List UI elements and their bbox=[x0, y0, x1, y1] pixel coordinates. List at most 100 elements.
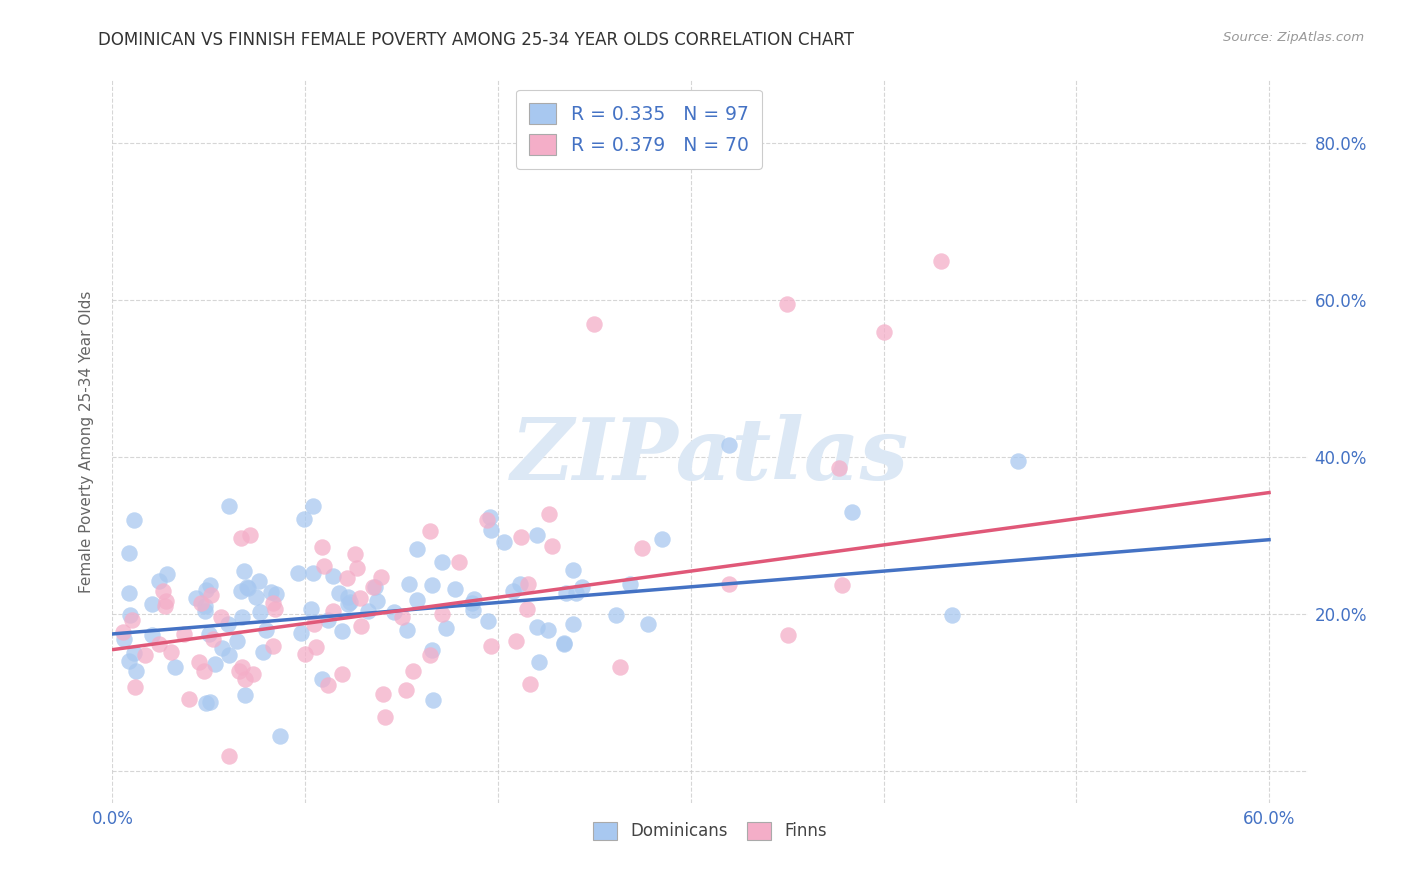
Point bbox=[233, 672, 256, 686]
Point bbox=[112, 624, 135, 639]
Point bbox=[218, 748, 240, 763]
Point bbox=[373, 687, 395, 701]
Point bbox=[432, 555, 454, 569]
Point bbox=[776, 297, 799, 311]
Point bbox=[339, 595, 361, 609]
Point bbox=[422, 578, 444, 592]
Point bbox=[346, 560, 368, 574]
Text: ZIPatlas: ZIPatlas bbox=[510, 414, 910, 498]
Point bbox=[349, 591, 371, 606]
Point bbox=[141, 597, 163, 611]
Point bbox=[190, 596, 212, 610]
Point bbox=[153, 599, 176, 614]
Point bbox=[245, 590, 267, 604]
Point bbox=[118, 585, 141, 599]
Point bbox=[209, 609, 232, 624]
Point bbox=[193, 664, 215, 678]
Point bbox=[194, 599, 217, 614]
Point bbox=[305, 640, 328, 655]
Point bbox=[287, 566, 309, 581]
Text: DOMINICAN VS FINNISH FEMALE POVERTY AMONG 25-34 YEAR OLDS CORRELATION CHART: DOMINICAN VS FINNISH FEMALE POVERTY AMON… bbox=[98, 31, 855, 49]
Point bbox=[517, 576, 540, 591]
Point bbox=[242, 667, 264, 681]
Point bbox=[118, 546, 141, 560]
Point bbox=[444, 582, 467, 597]
Point bbox=[420, 643, 443, 657]
Point bbox=[479, 639, 502, 653]
Point bbox=[395, 683, 418, 698]
Point bbox=[238, 581, 260, 595]
Point bbox=[516, 602, 538, 616]
Point bbox=[186, 591, 208, 605]
Point bbox=[434, 621, 457, 635]
Point bbox=[337, 597, 360, 611]
Point bbox=[374, 710, 396, 724]
Point bbox=[198, 578, 221, 592]
Point bbox=[231, 531, 253, 545]
Point bbox=[396, 623, 419, 637]
Point bbox=[419, 648, 441, 662]
Point bbox=[302, 566, 325, 580]
Point bbox=[231, 584, 253, 599]
Point bbox=[536, 623, 558, 637]
Point bbox=[477, 614, 499, 628]
Point bbox=[194, 583, 217, 598]
Point bbox=[370, 570, 392, 584]
Y-axis label: Female Poverty Among 25-34 Year Olds: Female Poverty Among 25-34 Year Olds bbox=[79, 291, 94, 592]
Point bbox=[118, 608, 141, 623]
Point bbox=[218, 648, 240, 662]
Point bbox=[118, 654, 141, 668]
Point bbox=[541, 539, 564, 553]
Point bbox=[198, 695, 221, 709]
Point bbox=[1007, 454, 1029, 468]
Point bbox=[122, 514, 145, 528]
Point bbox=[361, 580, 384, 594]
Point bbox=[231, 660, 253, 674]
Point bbox=[419, 524, 441, 538]
Point bbox=[841, 505, 863, 519]
Point bbox=[316, 613, 339, 627]
Point bbox=[509, 576, 531, 591]
Point bbox=[562, 617, 585, 632]
Point bbox=[344, 547, 367, 561]
Point bbox=[159, 644, 181, 658]
Point bbox=[564, 585, 586, 599]
Point bbox=[502, 584, 524, 599]
Point bbox=[828, 461, 851, 475]
Point bbox=[152, 583, 174, 598]
Point bbox=[637, 617, 659, 632]
Point bbox=[290, 625, 312, 640]
Point bbox=[264, 587, 287, 601]
Point bbox=[173, 626, 195, 640]
Point bbox=[328, 586, 350, 600]
Point bbox=[562, 563, 585, 577]
Point bbox=[233, 564, 256, 578]
Point bbox=[112, 632, 135, 646]
Point bbox=[630, 541, 652, 555]
Point bbox=[322, 569, 344, 583]
Point bbox=[233, 689, 256, 703]
Point bbox=[555, 585, 578, 599]
Point bbox=[718, 438, 741, 452]
Point bbox=[357, 604, 380, 618]
Point bbox=[299, 602, 322, 616]
Point bbox=[249, 605, 271, 619]
Point bbox=[619, 577, 641, 591]
Point bbox=[330, 667, 353, 681]
Point bbox=[941, 607, 963, 622]
Point bbox=[294, 647, 316, 661]
Point bbox=[605, 607, 627, 622]
Point bbox=[463, 603, 485, 617]
Point bbox=[262, 596, 284, 610]
Point bbox=[526, 620, 548, 634]
Point bbox=[479, 524, 502, 538]
Point bbox=[134, 648, 156, 662]
Point bbox=[831, 578, 853, 592]
Point bbox=[422, 693, 444, 707]
Point bbox=[463, 591, 485, 606]
Point bbox=[198, 627, 221, 641]
Point bbox=[778, 628, 800, 642]
Point bbox=[391, 610, 413, 624]
Point bbox=[218, 499, 240, 513]
Point bbox=[398, 576, 420, 591]
